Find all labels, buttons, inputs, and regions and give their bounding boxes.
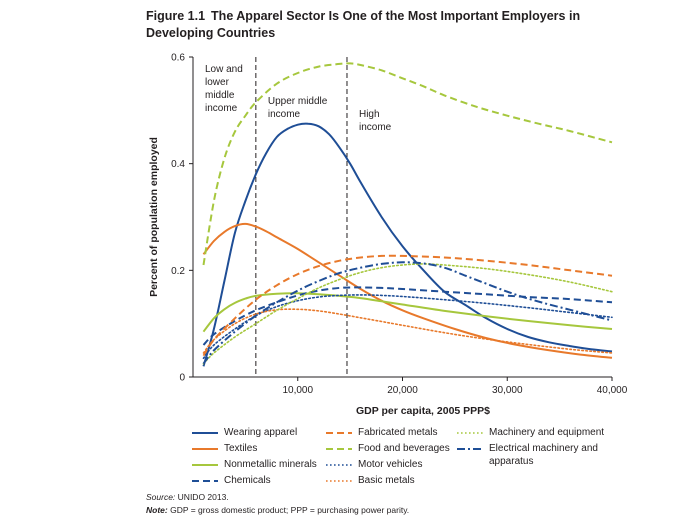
legend-swatch bbox=[192, 480, 218, 482]
legend-label: Food and beverages bbox=[358, 443, 450, 454]
income-bands: Low and lower middle income Upper middle inco… bbox=[205, 57, 392, 377]
legend-item-chemicals: Chemicals bbox=[192, 474, 271, 487]
income-band-label: Low and lower middle income bbox=[205, 64, 243, 114]
series-line-food-and-beverages bbox=[202, 62, 613, 266]
legend-item-basic-metals: Basic metals bbox=[326, 474, 415, 487]
legend-item-wearing-apparel: Wearing apparel bbox=[192, 426, 297, 439]
legend-item-motor-vehicles: Motor vehicles bbox=[326, 458, 422, 471]
legend-swatch bbox=[457, 432, 483, 434]
y-tick-label: 0.2 bbox=[171, 266, 185, 277]
legend-label: Electrical machinery and apparatus bbox=[489, 443, 598, 467]
legend-item-food-and-beverages: Food and beverages bbox=[326, 442, 450, 455]
line-chart: 0 0.2 0.4 0.6 10,000 20,000 30,000 40,000 Percen… bbox=[148, 53, 628, 397]
legend-swatch bbox=[457, 448, 483, 450]
figure-title-line2: Developing Countries bbox=[146, 26, 276, 40]
figure-footer: Source: UNIDO 2013. Note: GDP = gross do… bbox=[146, 491, 409, 517]
figure-number: Figure 1.1 bbox=[146, 9, 206, 23]
note-line: Note: GDP = gross domestic product; PPP … bbox=[146, 504, 409, 517]
legend-label: Machinery and equipment bbox=[489, 427, 605, 438]
income-band-label: High income bbox=[359, 109, 392, 133]
legend-label: Wearing apparel bbox=[224, 427, 298, 438]
income-band-label: Upper middle income bbox=[268, 96, 328, 120]
legend-item-fabricated-metals: Fabricated metals bbox=[326, 426, 437, 439]
legend-swatch bbox=[326, 448, 352, 450]
x-tick-label: 40,000 bbox=[597, 385, 628, 396]
y-tick-label: 0 bbox=[179, 373, 185, 384]
x-tick-label: 10,000 bbox=[282, 385, 313, 396]
legend-swatch bbox=[192, 464, 218, 466]
legend-label: Nonmetallic minerals bbox=[224, 459, 317, 470]
series-line-electrical-machinery-and-apparatus bbox=[202, 261, 613, 365]
note-text: GDP = gross domestic product; PPP = purc… bbox=[170, 505, 410, 515]
series-line-wearing-apparel bbox=[202, 122, 613, 367]
series-line-fabricated-metals bbox=[202, 254, 613, 357]
series-line-chemicals bbox=[202, 286, 613, 346]
y-tick-label: 0.6 bbox=[171, 53, 185, 64]
x-tick-label: 20,000 bbox=[387, 385, 418, 396]
legend-item-electrical-machinery-and-apparatus: Electrical machinery and apparatus bbox=[457, 442, 627, 468]
series-line-machinery-and-equipment bbox=[202, 263, 613, 365]
legend-label: Chemicals bbox=[224, 475, 271, 486]
note-label: Note: bbox=[146, 505, 168, 515]
legend-swatch bbox=[192, 432, 218, 434]
legend-label: Textiles bbox=[224, 443, 258, 454]
legend-item-machinery-and-equipment: Machinery and equipment bbox=[457, 426, 627, 439]
series-line-motor-vehicles bbox=[202, 294, 613, 360]
legend-label: Basic metals bbox=[358, 475, 415, 486]
series-line-textiles bbox=[202, 222, 613, 359]
legend-item-textiles: Textiles bbox=[192, 442, 257, 455]
source-label: Source: bbox=[146, 492, 176, 502]
legend-swatch bbox=[192, 448, 218, 450]
x-tick-label: 30,000 bbox=[492, 385, 523, 396]
legend-swatch bbox=[326, 480, 352, 482]
series-line-basic-metals bbox=[202, 308, 613, 354]
series-line-nonmetallic-minerals bbox=[202, 292, 613, 333]
figure-title-line1: The Apparel Sector Is One of the Most Im… bbox=[211, 9, 581, 23]
x-axis-label: GDP per capita, 2005 PPP$ bbox=[355, 405, 491, 417]
legend-swatch bbox=[326, 464, 352, 466]
y-tick-label: 0.4 bbox=[171, 159, 185, 170]
legend-swatch bbox=[326, 432, 352, 434]
legend-label: Motor vehicles bbox=[358, 459, 423, 470]
source-line: Source: UNIDO 2013. bbox=[146, 491, 409, 504]
chart-axes: 0 0.2 0.4 0.6 10,000 20,000 30,000 40,000 Percen… bbox=[148, 53, 628, 397]
legend-item-nonmetallic-minerals: Nonmetallic minerals bbox=[192, 458, 317, 471]
figure-title: Figure 1.1 The Apparel Sector Is One of t… bbox=[146, 8, 666, 42]
y-axis-label: Percent of population employed bbox=[148, 137, 160, 297]
chart-series bbox=[202, 62, 613, 367]
legend-label: Fabricated metals bbox=[358, 427, 438, 438]
source-text: UNIDO 2013. bbox=[177, 492, 229, 502]
